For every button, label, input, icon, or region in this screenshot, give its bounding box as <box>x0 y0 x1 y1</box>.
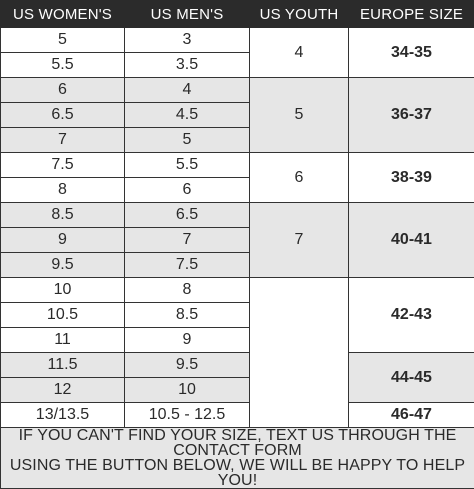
table-row: 6 4 5 36-37 <box>1 78 474 103</box>
us-womens-cell: 10.5 <box>1 303 125 328</box>
us-womens-cell: 8.5 <box>1 203 125 228</box>
header-europe-size: EUROPE SIZE <box>349 1 474 28</box>
us-mens-cell: 7.5 <box>125 253 250 278</box>
europe-size-cell: 38-39 <box>349 153 474 203</box>
table-row: 7.5 5.5 6 38-39 <box>1 153 474 178</box>
us-mens-cell: 8.5 <box>125 303 250 328</box>
europe-size-cell: 46-47 <box>349 403 474 428</box>
us-womens-cell: 12 <box>1 378 125 403</box>
us-mens-cell: 6.5 <box>125 203 250 228</box>
europe-size-cell: 34-35 <box>349 28 474 78</box>
us-mens-cell: 5 <box>125 128 250 153</box>
europe-size-cell: 40-41 <box>349 203 474 278</box>
us-youth-cell: 4 <box>250 28 349 78</box>
europe-size-cell: 36-37 <box>349 78 474 153</box>
us-mens-cell: 6 <box>125 178 250 203</box>
us-womens-cell: 7 <box>1 128 125 153</box>
us-womens-cell: 13/13.5 <box>1 403 125 428</box>
us-womens-cell: 8 <box>1 178 125 203</box>
us-womens-cell: 11.5 <box>1 353 125 378</box>
us-mens-cell: 10.5 - 12.5 <box>125 403 250 428</box>
us-mens-cell: 8 <box>125 278 250 303</box>
table-row: 8.5 6.5 7 40-41 <box>1 203 474 228</box>
us-mens-cell: 7 <box>125 228 250 253</box>
us-mens-cell: 5.5 <box>125 153 250 178</box>
us-mens-cell: 10 <box>125 378 250 403</box>
us-mens-cell: 3.5 <box>125 53 250 78</box>
us-mens-cell: 4.5 <box>125 103 250 128</box>
us-youth-cell: 7 <box>250 203 349 278</box>
europe-size-cell: 44-45 <box>349 353 474 403</box>
us-womens-cell: 10 <box>1 278 125 303</box>
us-womens-cell: 11 <box>1 328 125 353</box>
us-youth-cell: 5 <box>250 78 349 153</box>
us-mens-cell: 9 <box>125 328 250 353</box>
header-us-youth: US YOUTH <box>250 1 349 28</box>
us-mens-cell: 9.5 <box>125 353 250 378</box>
table-row: 5 3 4 34-35 <box>1 28 474 53</box>
us-womens-cell: 5 <box>1 28 125 53</box>
table-row: 11.5 9.5 44-45 <box>1 353 474 378</box>
us-womens-cell: 6.5 <box>1 103 125 128</box>
us-womens-cell: 7.5 <box>1 153 125 178</box>
table-row: 13/13.5 10.5 - 12.5 46-47 <box>1 403 474 428</box>
us-womens-cell: 9 <box>1 228 125 253</box>
footer-line-1: IF YOU CAN'T FIND YOUR SIZE, TEXT US THR… <box>1 428 474 458</box>
us-mens-cell: 3 <box>125 28 250 53</box>
footer-note: IF YOU CAN'T FIND YOUR SIZE, TEXT US THR… <box>1 428 474 489</box>
table-row: 10 8 42-43 <box>1 278 474 303</box>
footer-line-2: USING THE BUTTON BELOW, WE WILL BE HAPPY… <box>1 458 474 488</box>
header-row: US WOMEN'S US MEN'S US YOUTH EUROPE SIZE <box>1 1 474 28</box>
us-womens-cell: 5.5 <box>1 53 125 78</box>
header-us-womens: US WOMEN'S <box>1 1 125 28</box>
europe-size-cell: 42-43 <box>349 278 474 353</box>
us-youth-cell: 6 <box>250 153 349 203</box>
us-mens-cell: 4 <box>125 78 250 103</box>
footer-row: IF YOU CAN'T FIND YOUR SIZE, TEXT US THR… <box>1 428 474 489</box>
us-womens-cell: 6 <box>1 78 125 103</box>
header-us-mens: US MEN'S <box>125 1 250 28</box>
us-womens-cell: 9.5 <box>1 253 125 278</box>
us-youth-cell-empty <box>250 278 349 428</box>
